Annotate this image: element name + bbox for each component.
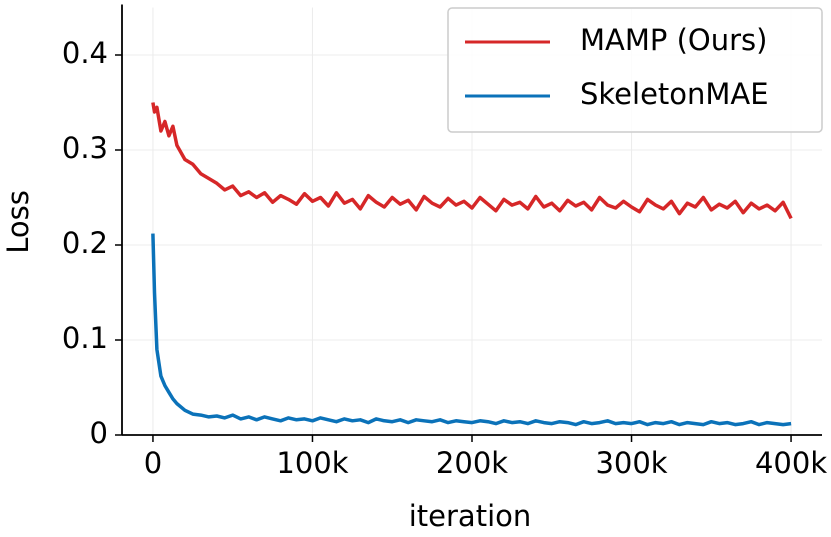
y-tick-label: 0.2 (62, 226, 108, 260)
x-tick-label: 300k (595, 446, 667, 480)
series-line (151, 233, 792, 427)
x-axis-label: iteration (409, 499, 532, 533)
y-tick-label: 0 (90, 416, 108, 450)
y-tick-label: 0.3 (62, 131, 108, 165)
x-tick-label: 0 (144, 446, 162, 480)
series-line (151, 102, 793, 220)
x-tick-label: 400k (755, 446, 827, 480)
x-tick-label: 200k (436, 446, 508, 480)
y-tick-label: 0.1 (62, 321, 108, 355)
y-axis-label: Loss (1, 190, 35, 254)
legend-label: MAMP (Ours) (580, 23, 767, 57)
x-tick-label: 100k (276, 446, 348, 480)
legend-label: SkeletonMAE (580, 77, 769, 111)
legend-box (447, 7, 823, 133)
y-tick-label: 0.4 (62, 36, 108, 70)
